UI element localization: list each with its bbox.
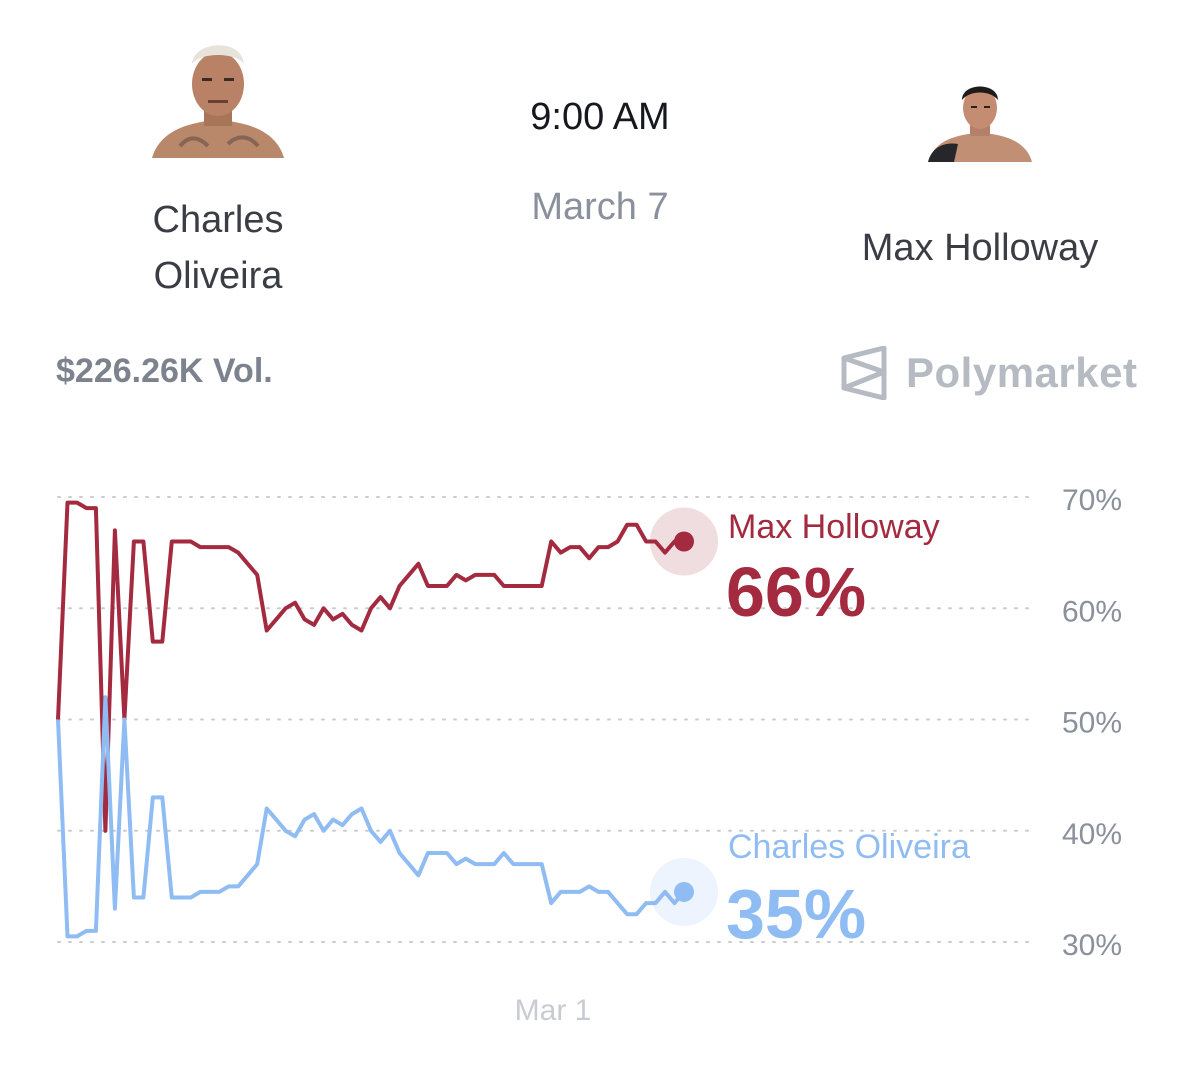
fighter-name-left-line2: Oliveira [153, 255, 283, 297]
event-time: 9:00 AM [530, 96, 670, 138]
series-end-point [674, 531, 694, 552]
fighter-name-right: Max Holloway [861, 227, 1099, 269]
series-name-label: Max Holloway [728, 508, 940, 546]
event-date: March 7 [531, 186, 669, 228]
y-tick-label: 70% [1062, 484, 1122, 517]
polymarket-wordmark: Polymarket [906, 349, 1138, 396]
fighter-name-left: Charles Oliveira [90, 192, 346, 304]
polymarket-brand[interactable]: Polymarket [840, 346, 1137, 400]
y-tick-label: 30% [1062, 929, 1122, 962]
y-tick-label: 50% [1062, 707, 1122, 740]
series-value-label: 35% [726, 875, 866, 953]
x-tick-label: Mar 1 [515, 994, 592, 1027]
charles-oliveira-photo [152, 45, 284, 158]
series-name-label: Charles Oliveira [728, 828, 970, 866]
fighter-name-left-line1: Charles [152, 199, 284, 241]
max-holloway-photo [928, 86, 1032, 162]
series-end-point [674, 881, 694, 902]
series-value-label: 66% [726, 553, 866, 631]
series-line-charles-oliveira [56, 695, 686, 939]
polymarket-logo-icon [841, 346, 887, 400]
volume-label: $226.26K Vol. [56, 352, 273, 390]
y-tick-label: 60% [1062, 595, 1122, 628]
series-line-max-holloway [56, 500, 684, 833]
y-tick-label: 40% [1062, 818, 1122, 851]
probability-chart: 70% 60% 50% 40% 30% Mar 1 Max Holloway 66% Char… [56, 484, 1122, 1027]
